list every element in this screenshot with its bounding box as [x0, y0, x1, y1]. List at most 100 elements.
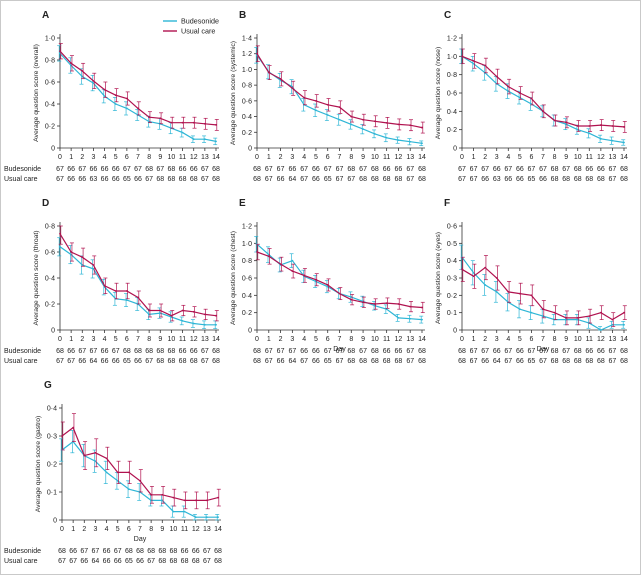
y-tick-label: 0·2 [447, 293, 457, 300]
y-axis-label: Average question score (overall) [33, 44, 40, 142]
n-value: 68 [395, 176, 403, 183]
n-value: 67 [336, 358, 344, 365]
n-value: 67 [406, 358, 414, 365]
x-tick-label: 7 [541, 154, 545, 161]
n-value: 67 [504, 358, 512, 365]
n-value: 66 [179, 166, 187, 173]
n-value: 67 [56, 166, 64, 173]
data-point [103, 88, 106, 91]
data-point [215, 140, 217, 143]
data-point [484, 284, 487, 286]
data-point [61, 435, 63, 437]
n-value: 67 [78, 166, 86, 173]
n-value: 68 [190, 176, 198, 183]
n-value: 68 [620, 348, 628, 355]
y-tick-label: 0·4 [45, 276, 55, 283]
n-row-label: Usual care [4, 176, 38, 183]
x-tick-label: 12 [597, 154, 605, 161]
n-value: 66 [103, 548, 111, 555]
data-point [192, 322, 195, 325]
data-point [192, 121, 195, 124]
data-point [256, 251, 258, 253]
n-value: 66 [516, 358, 524, 365]
n-value: 68 [212, 166, 220, 173]
n-value: 64 [288, 176, 296, 183]
n-value: 67 [145, 358, 153, 365]
x-tick-label: 6 [529, 336, 533, 343]
data-point [421, 126, 423, 129]
x-tick-label: 5 [314, 336, 318, 343]
data-point [362, 301, 364, 304]
y-tick-label: 0·8 [45, 58, 55, 65]
data-point [472, 275, 475, 278]
x-tick-label: 0 [58, 336, 62, 343]
data-point [183, 510, 186, 513]
series-usual-care [60, 413, 221, 510]
data-point [611, 323, 614, 326]
n-value: 67 [336, 176, 344, 183]
x-tick-label: 5 [518, 154, 522, 161]
x-tick-label: 2 [483, 336, 487, 343]
data-point [507, 85, 510, 88]
y-tick-label: 0 [51, 146, 55, 153]
n-value: 68 [123, 348, 131, 355]
x-tick-label: 10 [371, 336, 379, 343]
x-tick-label: 10 [168, 336, 176, 343]
n-row-label: Budesonide [4, 166, 41, 173]
data-point [159, 117, 162, 120]
data-point [181, 121, 184, 124]
n-value: 68 [574, 358, 582, 365]
x-tick-label: 2 [82, 526, 86, 533]
data-point [576, 128, 579, 131]
n-row-label: Usual care [4, 358, 38, 365]
data-point [409, 124, 412, 127]
n-value: 67 [134, 166, 142, 173]
y-tick-label: 0·4 [242, 293, 252, 300]
data-point [203, 313, 206, 316]
data-point [409, 317, 412, 320]
data-point [291, 259, 294, 262]
data-point [495, 75, 498, 78]
y-tick-label: 0·8 [242, 83, 252, 90]
data-point [139, 479, 141, 482]
data-point [159, 309, 162, 312]
data-point [530, 311, 533, 314]
data-point [623, 311, 625, 314]
n-value: 66 [395, 348, 403, 355]
data-point [553, 311, 556, 314]
panel-label: D [42, 198, 49, 209]
n-value: 66 [585, 166, 593, 173]
y-tick-label: 0·8 [447, 72, 457, 79]
n-value: 66 [395, 166, 403, 173]
x-tick-label: 8 [553, 336, 557, 343]
y-tick-label: 1·0 [242, 241, 252, 248]
data-point [397, 123, 400, 126]
data-point [203, 323, 206, 326]
n-value: 67 [114, 548, 122, 555]
n-value: 67 [300, 176, 308, 183]
series-line [461, 55, 625, 144]
data-point [588, 125, 591, 127]
x-tick-label: 6 [125, 154, 129, 161]
y-tick-label: 0·4 [447, 109, 457, 116]
n-value: 68 [190, 358, 198, 365]
n-value: 67 [481, 348, 489, 355]
n-value: 67 [123, 166, 131, 173]
x-tick-label: 5 [518, 336, 522, 343]
data-point [373, 132, 376, 135]
data-point [59, 50, 61, 53]
data-point [217, 496, 219, 499]
n-value: 67 [562, 166, 570, 173]
data-point [484, 266, 487, 269]
data-point [385, 136, 388, 139]
n-value: 67 [481, 166, 489, 173]
n-value: 66 [78, 358, 86, 365]
n-value: 66 [516, 348, 524, 355]
data-point [565, 316, 568, 319]
data-point [105, 457, 108, 460]
x-tick-label: 8 [149, 526, 153, 533]
n-value: 67 [528, 166, 536, 173]
y-tick-label: 0·4 [45, 102, 55, 109]
n-value: 67 [324, 348, 332, 355]
n-value: 67 [470, 176, 478, 183]
